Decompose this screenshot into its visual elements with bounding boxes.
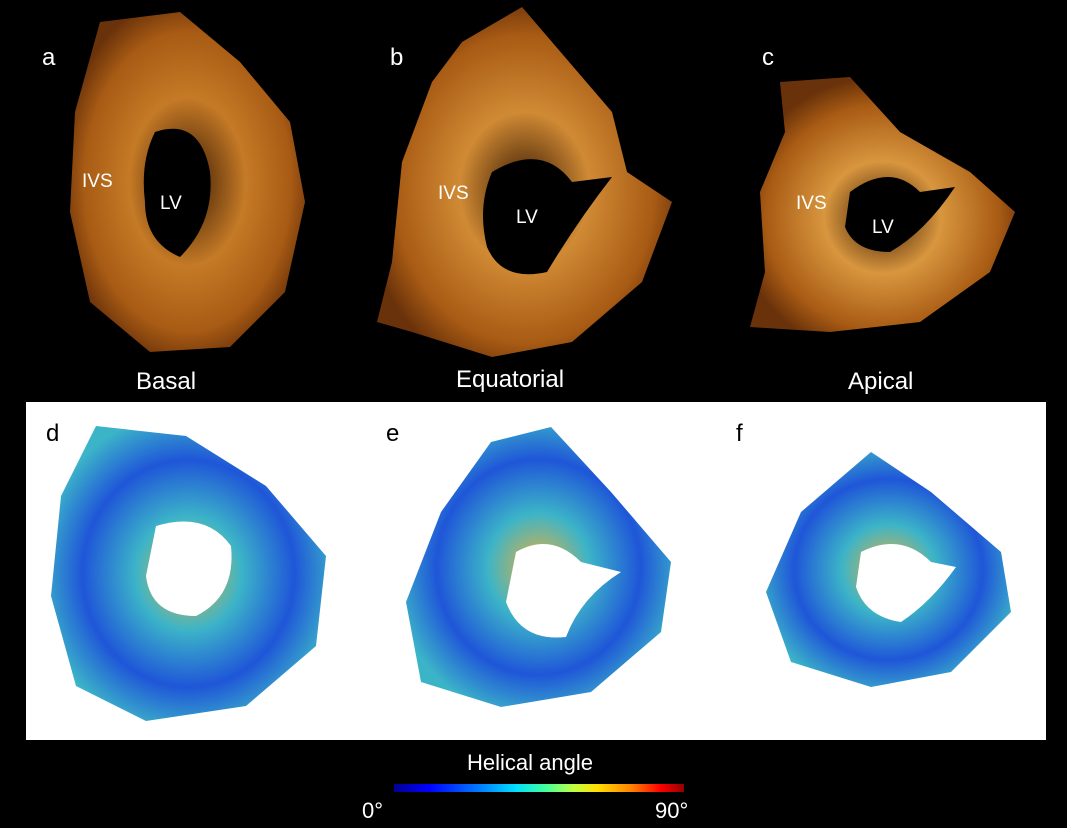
microct-panels-row: a IVS LV Basal b IVS LV Equato <box>0 0 1067 400</box>
lv-label-c: LV <box>872 217 894 238</box>
equatorial-tractography-image <box>406 427 671 707</box>
ivs-label-a: IVS <box>82 171 113 192</box>
basal-tractography-image <box>51 426 326 721</box>
panel-letter-a: a <box>42 44 56 71</box>
equatorial-slice-image <box>377 7 672 357</box>
panel-letter-f: f <box>736 420 743 447</box>
colorbar-min-label: 0° <box>362 798 384 823</box>
ivs-label-c: IVS <box>796 193 827 214</box>
colorbar-title: Helical angle <box>467 750 593 775</box>
apical-slice-image <box>750 77 1015 332</box>
basal-slice-image <box>70 12 305 352</box>
slice-label-basal: Basal <box>136 368 197 395</box>
tractography-panels-row: d e f <box>26 402 1046 740</box>
helical-angle-colorbar <box>394 784 684 792</box>
colorbar-max-label: 90° <box>655 798 689 823</box>
ivs-label-b: IVS <box>438 183 469 204</box>
lv-label-b: LV <box>516 207 538 228</box>
panel-letter-b: b <box>390 44 404 71</box>
slice-label-equatorial: Equatorial <box>456 366 565 393</box>
panel-letter-c: c <box>762 44 774 71</box>
lv-label-a: LV <box>160 193 182 214</box>
slice-label-apical: Apical <box>848 368 914 395</box>
panel-letter-e: e <box>386 420 400 447</box>
panel-letter-d: d <box>46 420 60 447</box>
apical-tractography-image <box>766 452 1011 687</box>
